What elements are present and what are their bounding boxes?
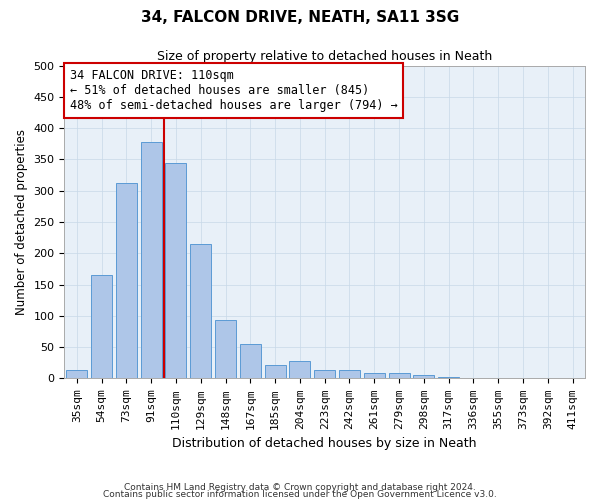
Bar bbox=[265, 364, 286, 378]
Title: Size of property relative to detached houses in Neath: Size of property relative to detached ho… bbox=[157, 50, 493, 63]
Bar bbox=[339, 370, 360, 378]
Bar bbox=[413, 376, 434, 378]
X-axis label: Distribution of detached houses by size in Neath: Distribution of detached houses by size … bbox=[172, 437, 477, 450]
Bar bbox=[190, 244, 211, 378]
Bar bbox=[215, 320, 236, 378]
Bar bbox=[389, 374, 410, 378]
Text: 34 FALCON DRIVE: 110sqm
← 51% of detached houses are smaller (845)
48% of semi-d: 34 FALCON DRIVE: 110sqm ← 51% of detache… bbox=[70, 68, 397, 112]
Bar bbox=[140, 142, 162, 378]
Bar bbox=[66, 370, 88, 378]
Bar bbox=[91, 275, 112, 378]
Text: 34, FALCON DRIVE, NEATH, SA11 3SG: 34, FALCON DRIVE, NEATH, SA11 3SG bbox=[141, 10, 459, 25]
Bar bbox=[240, 344, 261, 378]
Bar bbox=[116, 182, 137, 378]
Bar bbox=[438, 376, 459, 378]
Bar bbox=[289, 361, 310, 378]
Bar bbox=[166, 162, 187, 378]
Bar bbox=[314, 370, 335, 378]
Text: Contains public sector information licensed under the Open Government Licence v3: Contains public sector information licen… bbox=[103, 490, 497, 499]
Bar bbox=[364, 373, 385, 378]
Text: Contains HM Land Registry data © Crown copyright and database right 2024.: Contains HM Land Registry data © Crown c… bbox=[124, 484, 476, 492]
Y-axis label: Number of detached properties: Number of detached properties bbox=[15, 129, 28, 315]
